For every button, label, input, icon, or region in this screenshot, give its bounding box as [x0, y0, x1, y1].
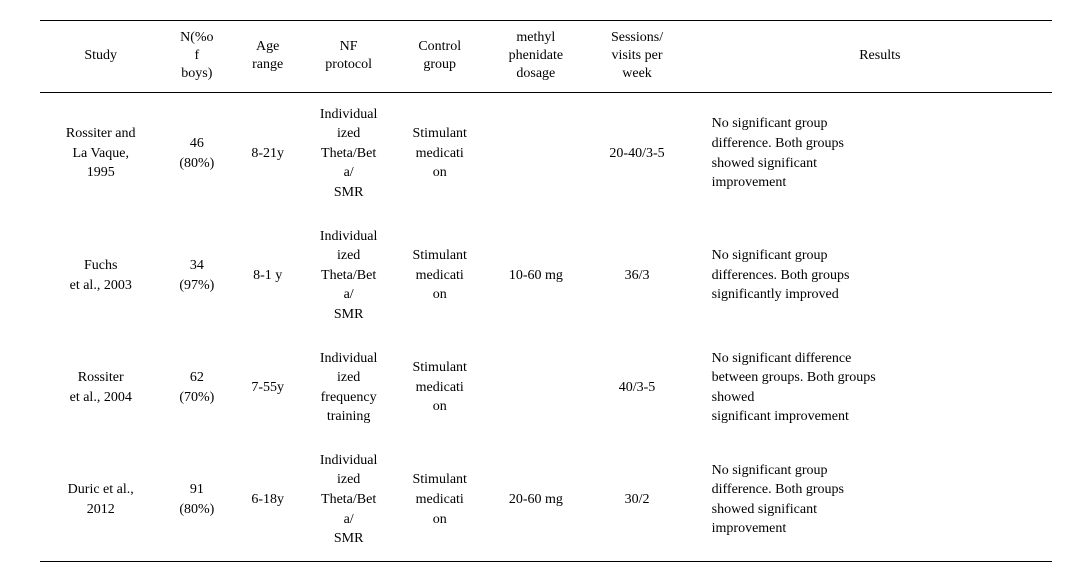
cell-results: No significant differencebetween groups.… [688, 337, 1052, 439]
cell-sess: 36/3 [586, 215, 687, 337]
col-study: Study [40, 21, 161, 93]
table-row: Rossiter andLa Vaque,1995 46(80%) 8-21y … [40, 92, 1052, 214]
cell-age: 8-1 y [232, 215, 303, 337]
cell-dose: 20-60 mg [485, 439, 586, 561]
header-row: Study N(%ofboys) Agerange NFprotocol Con… [40, 21, 1052, 93]
cell-results: No significant groupdifferences. Both gr… [688, 215, 1052, 337]
cell-n: 46(80%) [161, 92, 232, 214]
cell-n: 62(70%) [161, 337, 232, 439]
table-row: Rossiteret al., 2004 62(70%) 7-55y Indiv… [40, 337, 1052, 439]
cell-results: No significant groupdifference. Both gro… [688, 92, 1052, 214]
table-row: Fuchset al., 2003 34(97%) 8-1 y Individu… [40, 215, 1052, 337]
col-sess: Sessions/visits perweek [586, 21, 687, 93]
col-age: Agerange [232, 21, 303, 93]
table-row: Duric et al.,2012 91(80%) 6-18y Individu… [40, 439, 1052, 561]
cell-nf: IndividualizedTheta/Beta/SMR [303, 92, 394, 214]
cell-age: 6-18y [232, 439, 303, 561]
cell-ctrl: Stimulantmedication [394, 92, 485, 214]
cell-study: Rossiteret al., 2004 [40, 337, 161, 439]
col-nf: NFprotocol [303, 21, 394, 93]
table-body: Rossiter andLa Vaque,1995 46(80%) 8-21y … [40, 92, 1052, 561]
cell-nf: IndividualizedTheta/Beta/SMR [303, 215, 394, 337]
cell-dose [485, 92, 586, 214]
cell-results: No significant groupdifference. Both gro… [688, 439, 1052, 561]
cell-study: Duric et al.,2012 [40, 439, 161, 561]
cell-study: Rossiter andLa Vaque,1995 [40, 92, 161, 214]
cell-dose [485, 337, 586, 439]
col-dose: methylphenidatedosage [485, 21, 586, 93]
study-table: Study N(%ofboys) Agerange NFprotocol Con… [40, 20, 1052, 562]
cell-ctrl: Stimulantmedication [394, 215, 485, 337]
col-results: Results [688, 21, 1052, 93]
col-n: N(%ofboys) [161, 21, 232, 93]
cell-ctrl: Stimulantmedication [394, 337, 485, 439]
cell-age: 8-21y [232, 92, 303, 214]
cell-sess: 30/2 [586, 439, 687, 561]
cell-sess: 20-40/3-5 [586, 92, 687, 214]
cell-study: Fuchset al., 2003 [40, 215, 161, 337]
cell-ctrl: Stimulantmedication [394, 439, 485, 561]
cell-nf: IndividualizedTheta/Beta/SMR [303, 439, 394, 561]
cell-n: 91(80%) [161, 439, 232, 561]
cell-dose: 10-60 mg [485, 215, 586, 337]
cell-n: 34(97%) [161, 215, 232, 337]
cell-age: 7-55y [232, 337, 303, 439]
col-ctrl: Controlgroup [394, 21, 485, 93]
cell-sess: 40/3-5 [586, 337, 687, 439]
cell-nf: Individualizedfrequencytraining [303, 337, 394, 439]
